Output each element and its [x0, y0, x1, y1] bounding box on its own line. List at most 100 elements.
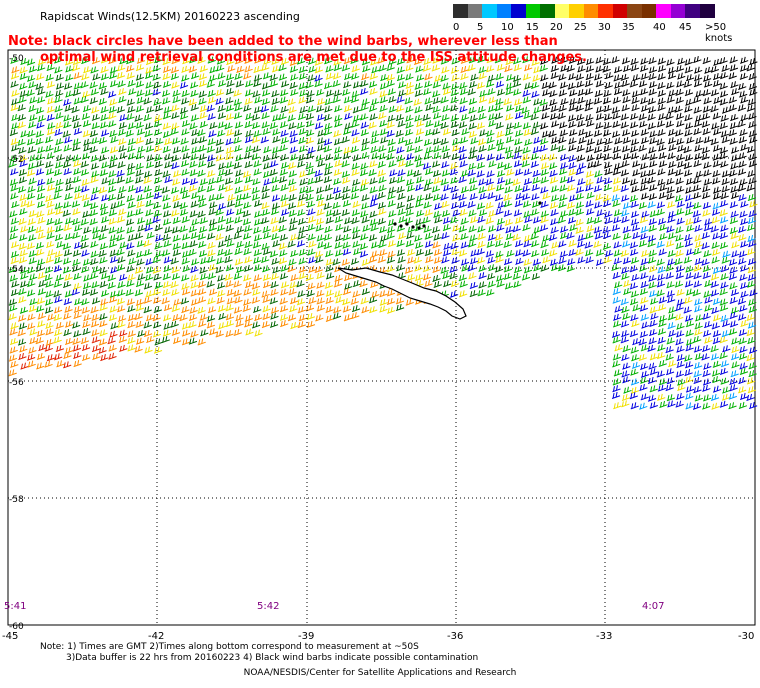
wind-barb	[207, 138, 216, 146]
wind-barb	[470, 73, 479, 81]
wind-barb	[586, 119, 595, 128]
legend-label: 35	[622, 22, 635, 33]
wind-barb	[126, 168, 135, 176]
wind-barb	[206, 80, 215, 88]
wind-barb	[161, 335, 170, 344]
wind-barb	[197, 280, 207, 288]
wind-barb	[341, 136, 350, 144]
wind-barb	[37, 232, 46, 240]
wind-barb	[620, 121, 629, 129]
wind-barb	[494, 56, 504, 64]
wind-barb	[623, 232, 632, 240]
wind-barb	[405, 178, 415, 186]
wind-barb	[621, 145, 631, 153]
wind-barb	[630, 210, 640, 218]
wind-barb	[199, 178, 209, 186]
wind-barb	[675, 242, 684, 250]
wind-barb	[377, 191, 386, 199]
wind-barb	[531, 250, 540, 258]
wind-barb	[478, 72, 487, 80]
wind-barb	[685, 248, 695, 256]
wind-barb	[190, 103, 199, 112]
wind-barb	[233, 89, 242, 97]
wind-barb	[468, 56, 478, 64]
wind-barb	[568, 56, 578, 64]
wind-barb	[360, 103, 369, 111]
wind-barb	[82, 258, 92, 266]
wind-barb	[656, 120, 666, 128]
wind-barb	[290, 73, 299, 81]
wind-barb	[434, 216, 443, 224]
wind-barb	[143, 239, 152, 247]
wind-barb	[631, 185, 640, 193]
wind-barb	[495, 122, 504, 130]
wind-barb	[729, 320, 739, 328]
wind-barb	[710, 89, 720, 97]
wind-barb	[587, 161, 596, 169]
wind-barb	[81, 185, 90, 193]
wind-barb	[190, 72, 200, 80]
wind-barb	[127, 344, 136, 352]
wind-barb	[395, 130, 404, 138]
wind-barb	[667, 201, 676, 209]
wind-barb	[145, 199, 154, 208]
wind-barb	[135, 121, 145, 129]
wind-barb	[126, 72, 135, 80]
wind-barb	[91, 186, 101, 194]
wind-barb	[152, 256, 161, 264]
wind-barb	[143, 249, 153, 257]
wind-barb	[28, 121, 37, 129]
wind-barb	[225, 217, 235, 225]
wind-barb	[413, 169, 422, 177]
wind-barb	[568, 194, 578, 202]
wind-barb	[557, 112, 566, 120]
wind-barb	[622, 376, 631, 384]
wind-barb	[649, 401, 658, 409]
wind-barb	[117, 320, 126, 328]
wind-barb	[404, 128, 414, 136]
wind-barb	[557, 144, 567, 153]
wind-barb	[675, 129, 684, 137]
wind-barb	[306, 152, 315, 160]
wind-barb	[146, 231, 155, 240]
wind-barb	[648, 160, 658, 168]
wind-barb	[450, 96, 459, 104]
wind-barb	[74, 298, 83, 306]
wind-barb	[218, 169, 227, 177]
wind-barb	[325, 305, 334, 313]
wind-barb	[270, 288, 279, 296]
wind-barb	[720, 192, 729, 200]
legend-swatch	[670, 4, 686, 18]
wind-barb	[620, 169, 630, 177]
wind-barb	[234, 296, 243, 304]
wind-barb	[181, 168, 190, 176]
wind-barb	[118, 128, 127, 136]
wind-barb	[623, 386, 632, 394]
wind-barb	[461, 264, 470, 272]
wind-barb	[27, 162, 37, 170]
wind-barb	[35, 226, 44, 234]
wind-barb	[280, 105, 289, 113]
wind-barb	[54, 296, 63, 304]
wind-barb	[648, 81, 658, 89]
wind-barb	[740, 290, 749, 298]
wind-barb	[711, 256, 720, 264]
wind-barb	[388, 186, 397, 194]
wind-barb	[36, 96, 46, 104]
wind-barb	[585, 256, 594, 264]
wind-barb	[26, 242, 36, 250]
wind-barb	[665, 120, 675, 128]
wind-barb	[297, 306, 306, 314]
wind-barb	[91, 313, 100, 321]
wind-barb	[532, 169, 541, 178]
legend-swatch	[627, 4, 642, 18]
wind-barb	[154, 234, 164, 242]
legend-swatch	[467, 4, 483, 18]
wind-barb	[721, 64, 730, 72]
wind-barb	[620, 320, 630, 328]
wind-barb	[405, 81, 414, 89]
wind-barb	[207, 56, 216, 64]
wind-barb	[325, 296, 334, 305]
wind-barb	[441, 145, 450, 153]
wind-barb	[323, 138, 333, 146]
